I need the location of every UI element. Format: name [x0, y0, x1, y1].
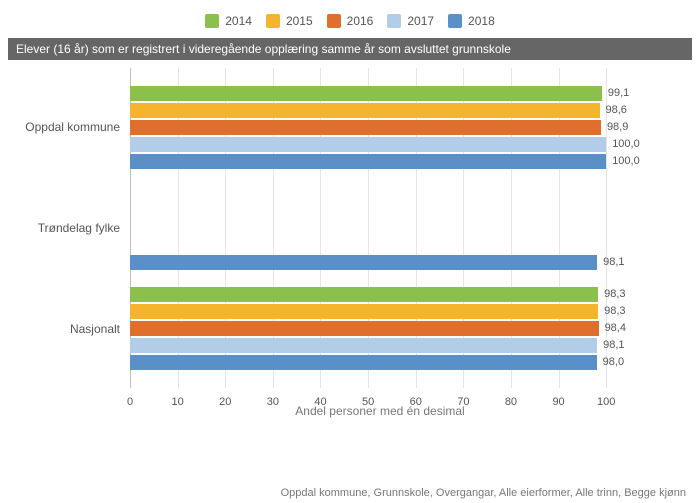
bar-value-label: 98,3 [598, 304, 625, 319]
bar: 99,1 [130, 86, 602, 101]
bar: 98,1 [130, 338, 597, 353]
legend-swatch [205, 14, 219, 28]
chart-title: Elever (16 år) som er registrert i vider… [8, 38, 692, 60]
bar: 98,9 [130, 120, 601, 135]
bar-value-label: 98,1 [597, 338, 624, 353]
legend-label: 2018 [468, 14, 495, 28]
bar-value-label: 98,3 [598, 287, 625, 302]
legend-item: 2015 [266, 14, 313, 28]
bar: 100,0 [130, 154, 606, 169]
bar-value-label: 98,1 [597, 255, 624, 270]
bar: 98,4 [130, 321, 599, 336]
footer-text: Oppdal kommune, Grunnskole, Overgangar, … [281, 487, 686, 499]
legend-label: 2014 [225, 14, 252, 28]
bar: 98,6 [130, 103, 600, 118]
x-axis-label: Andel personer med én desimal [130, 404, 630, 418]
bar-value-label: 98,9 [601, 120, 628, 135]
legend: 2014 2015 2016 2017 2018 [0, 0, 700, 38]
legend-item: 2017 [387, 14, 434, 28]
bar: 98,1 [130, 255, 597, 270]
bar: 98,0 [130, 355, 597, 370]
category-group: Trøndelag fylke98,1 [130, 187, 630, 270]
legend-swatch [387, 14, 401, 28]
plot-region: 0102030405060708090100Oppdal kommune99,1… [130, 68, 630, 388]
legend-item: 2016 [327, 14, 374, 28]
bar-value-label: 98,6 [600, 103, 627, 118]
legend-swatch [448, 14, 462, 28]
bar-value-label: 100,0 [606, 154, 640, 169]
bar: 98,3 [130, 287, 598, 302]
bar: 100,0 [130, 137, 606, 152]
category-group: Oppdal kommune99,198,698,9100,0100,0 [130, 86, 630, 169]
category-label: Oppdal kommune [0, 120, 120, 134]
bar-value-label: 99,1 [602, 86, 629, 101]
bar-value-label: 98,0 [597, 355, 624, 370]
legend-label: 2015 [286, 14, 313, 28]
bar-value-label: 100,0 [606, 137, 640, 152]
category-label: Nasjonalt [0, 322, 120, 336]
legend-label: 2016 [347, 14, 374, 28]
legend-swatch [327, 14, 341, 28]
chart-area: 0102030405060708090100Oppdal kommune99,1… [130, 68, 630, 418]
legend-item: 2018 [448, 14, 495, 28]
bar: 98,3 [130, 304, 598, 319]
category-label: Trøndelag fylke [0, 221, 120, 235]
category-group: Nasjonalt98,398,398,498,198,0 [130, 287, 630, 370]
legend-label: 2017 [407, 14, 434, 28]
bar-value-label: 98,4 [599, 321, 626, 336]
legend-swatch [266, 14, 280, 28]
legend-item: 2014 [205, 14, 252, 28]
